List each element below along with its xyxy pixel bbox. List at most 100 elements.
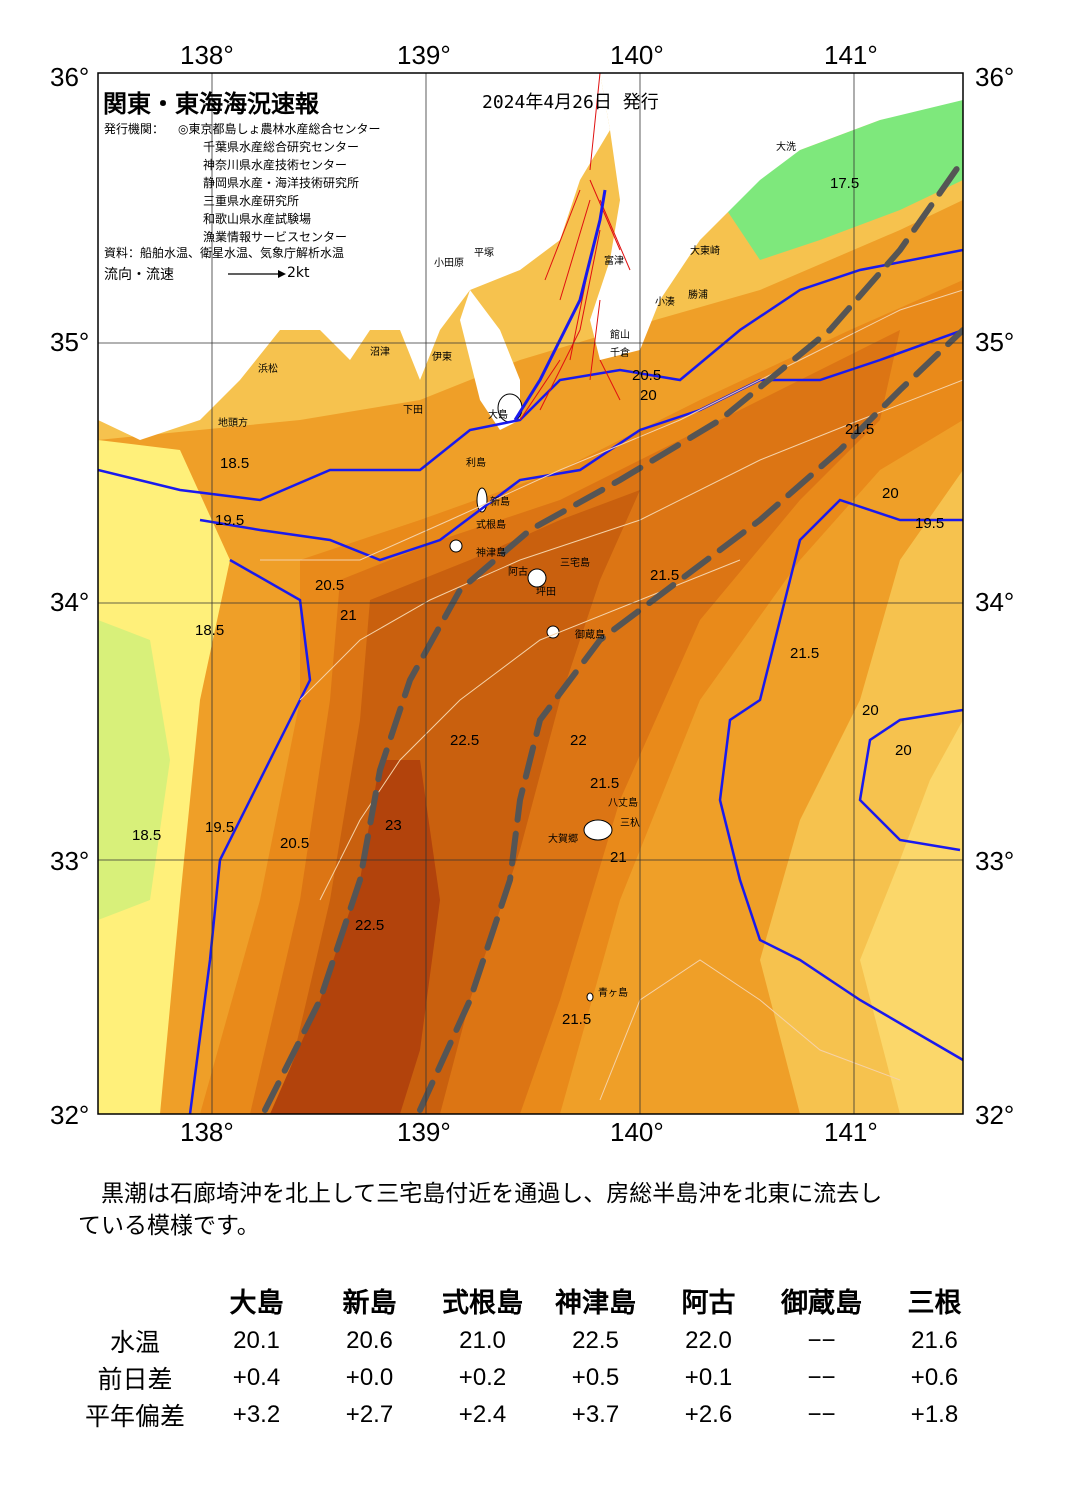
isotherm-label: 19.5 <box>915 515 944 532</box>
issuer: 神奈川県水産技術センター <box>203 158 348 172</box>
table-corner <box>70 1278 200 1322</box>
isotherm-label: 18.5 <box>195 622 224 639</box>
column-header: 三根 <box>907 1287 962 1319</box>
lat-label-33-right: 33° <box>975 846 1015 876</box>
place-label: 八丈島 <box>608 796 638 809</box>
table-cell: +2.4 <box>458 1400 507 1428</box>
isotherm-label: 18.5 <box>220 455 249 472</box>
place-label: 大東崎 <box>690 244 720 257</box>
place-label: 三宅島 <box>560 556 590 569</box>
lat-label-35-left: 35° <box>50 327 90 357</box>
table-row: 前日差 +0.4 +0.0 +0.2 +0.5 +0.1 −− +0.6 <box>70 1359 991 1396</box>
lon-label-141-top: 141° <box>824 40 878 70</box>
lat-label-32-right: 32° <box>975 1100 1015 1130</box>
isotherm-label: 20.5 <box>280 835 309 852</box>
lat-lon-grid <box>98 73 963 1114</box>
map-title: 関東・東海海況速報 <box>103 90 319 118</box>
isotherm-label: 17.5 <box>830 175 859 192</box>
column-header: 新島 <box>342 1287 397 1319</box>
isotherm-label: 21.5 <box>650 567 679 584</box>
lat-label-33-left: 33° <box>50 846 90 876</box>
place-label: 小湊 <box>655 295 675 308</box>
table-cell: −− <box>807 1326 836 1354</box>
lon-label-139-bottom: 139° <box>397 1117 451 1147</box>
isotherm-label: 21.5 <box>845 421 874 438</box>
table-header-row: 大島 新島 式根島 神津島 阿古 御蔵島 三根 <box>70 1278 991 1322</box>
legend-arrow-icon <box>228 270 286 278</box>
table-cell: 22.5 <box>572 1326 619 1354</box>
kuroshio-axis <box>262 157 963 1113</box>
island-hachijojima <box>583 819 613 841</box>
place-label: 御蔵島 <box>575 628 605 641</box>
isotherm-label: 19.5 <box>205 819 234 836</box>
table-cell: +3.2 <box>232 1400 281 1428</box>
table-cell: −− <box>807 1400 836 1428</box>
table-cell: −− <box>807 1363 836 1391</box>
place-label: 浜松 <box>258 362 278 375</box>
sst-map: 17.5 18.5 19.5 19.5 18.5 20.5 21 21.5 22… <box>97 72 964 1115</box>
sst-band-17-5 <box>720 95 963 260</box>
isotherm-label: 20 <box>882 485 899 502</box>
column-header: 神津島 <box>555 1287 636 1319</box>
sst-band-23 <box>270 760 440 1114</box>
isotherm-label: 22 <box>570 732 587 749</box>
issuer: ◎東京都島しょ農林水産総合センター <box>178 122 381 136</box>
table-cell: +3.7 <box>571 1400 620 1428</box>
isotherm-label: 21.5 <box>562 1011 591 1028</box>
isotherm-label: 20.5 <box>315 577 344 594</box>
isotherm-label: 21 <box>610 849 627 866</box>
lat-label-32-left: 32° <box>50 1100 90 1130</box>
data-source: 資料：船舶水温、衛星水温、気象庁解析水温 <box>104 246 345 260</box>
isotherm-label: 22.5 <box>450 732 479 749</box>
place-label: 沼津 <box>370 345 390 358</box>
isotherm-label: 20 <box>640 387 657 404</box>
table-cell: +2.7 <box>345 1400 394 1428</box>
table-row: 平年偏差 +3.2 +2.7 +2.4 +3.7 +2.6 −− +1.8 <box>70 1396 991 1433</box>
place-label: 式根島 <box>476 518 506 531</box>
land-boso <box>590 73 760 360</box>
place-label: 神津島 <box>476 546 506 559</box>
isotherm-label-group: 17.5 18.5 19.5 19.5 18.5 20.5 21 21.5 22… <box>132 175 944 1028</box>
table-cell: 20.1 <box>233 1326 280 1354</box>
issuer-label: 発行機関： <box>104 122 165 136</box>
isotherm-label: 20 <box>895 742 912 759</box>
lon-label-139-top: 139° <box>397 40 451 70</box>
column-header: 式根島 <box>442 1287 523 1319</box>
place-label: 下田 <box>403 405 423 416</box>
lat-label-36-left: 36° <box>50 62 90 92</box>
issuer: 静岡県水産・海洋技術研究所 <box>203 176 360 190</box>
table-cell: 20.6 <box>346 1326 393 1354</box>
place-label: 館山 <box>610 328 630 341</box>
issuer: 和歌山県水産試験場 <box>203 212 312 226</box>
place-label: 地頭方 <box>218 416 248 429</box>
lon-label-138-bottom: 138° <box>180 1117 234 1147</box>
isotherm-label: 21 <box>340 607 357 624</box>
summary-text: 黒潮は石廊埼沖を北上して三宅島付近を通過し、房総半島沖を北東に流去し ている模様… <box>78 1178 1008 1242</box>
row-header: 前日差 <box>97 1364 173 1394</box>
lon-label-140-bottom: 140° <box>610 1117 664 1147</box>
place-label-group: 大島 利島 新島 式根島 神津島 三宅島 御蔵島 八丈島 三杁 大賀郷 青ヶ島 … <box>218 140 796 999</box>
issuer: 千葉県水産総合研究センター <box>203 140 360 154</box>
table-row: 水温 20.1 20.6 21.0 22.5 22.0 −− 21.6 <box>70 1322 991 1359</box>
issuer-list: ◎東京都島しょ農林水産総合センター 千葉県水産総合研究センター 神奈川県水産技術… <box>178 120 380 246</box>
land-kanto <box>98 73 610 440</box>
lon-label-140-top: 140° <box>610 40 664 70</box>
table-cell: +0.0 <box>345 1363 394 1391</box>
isotherm-label: 20 <box>862 702 879 719</box>
map-border <box>97 72 964 1115</box>
land-ibaraki <box>760 73 963 180</box>
lon-label-138-top: 138° <box>180 40 234 70</box>
sst-map-frame: 138° 139° 140° 141° 138° 139° 140° 141° … <box>50 40 1015 1147</box>
isotherms-major <box>98 248 963 1114</box>
place-label: 大賀郷 <box>548 832 578 845</box>
column-header: 御蔵島 <box>781 1287 862 1319</box>
isotherm-label: 23 <box>385 817 402 834</box>
isotherm-label: 19.5 <box>215 512 244 529</box>
place-label: 阿古 <box>508 565 528 578</box>
isotherm-label: 22.5 <box>355 917 384 934</box>
isotherm-label: 18.5 <box>132 827 161 844</box>
island-sst-table: 大島 新島 式根島 神津島 阿古 御蔵島 三根 水温 20.1 20.6 21.… <box>70 1278 991 1433</box>
issuer: 三重県水産研究所 <box>203 194 300 208</box>
lat-label-36-right: 36° <box>975 62 1015 92</box>
place-label: 伊東 <box>432 350 452 363</box>
